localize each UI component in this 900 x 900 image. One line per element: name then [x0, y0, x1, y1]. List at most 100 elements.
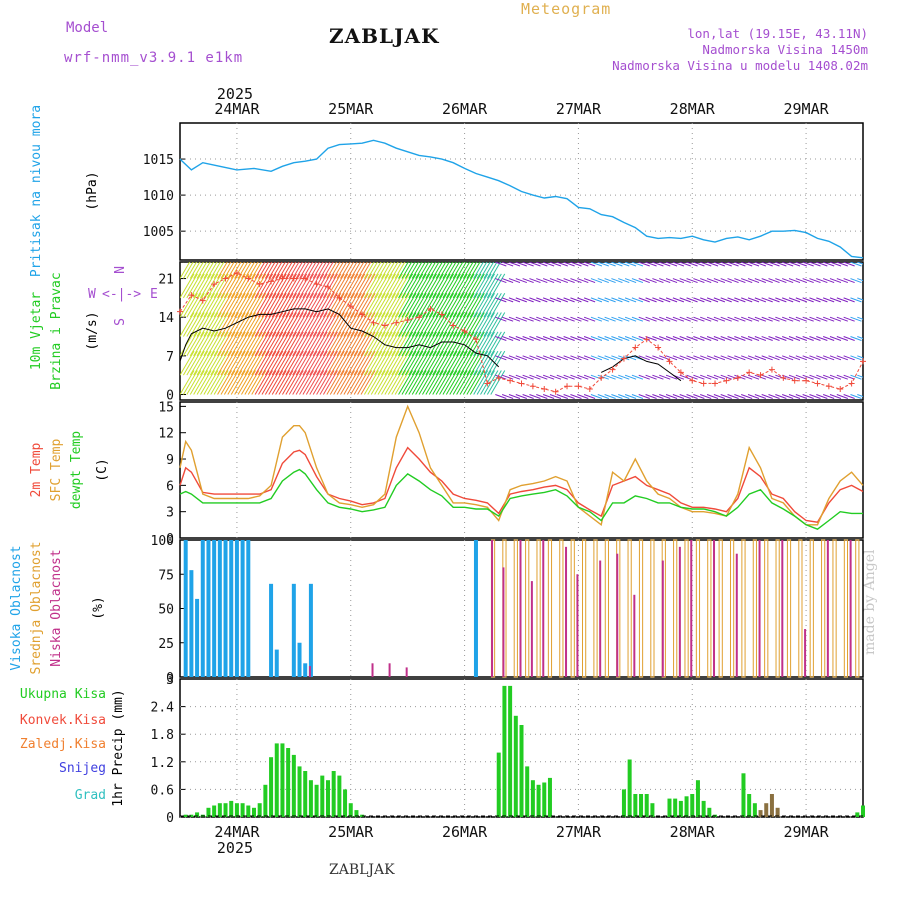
- wind-barb: [590, 278, 603, 284]
- wind-barb: [326, 312, 342, 337]
- wind-barb: [411, 273, 427, 299]
- wind-barb: [836, 336, 848, 341]
- y-tick-label: 0.6: [151, 783, 174, 798]
- wind-barb: [556, 355, 568, 361]
- cloud-bar-low: [735, 553, 738, 677]
- wind-barb: [182, 312, 198, 337]
- wind-barb: [768, 278, 780, 284]
- precip-bar-snow: [758, 810, 763, 817]
- wind-barb: [285, 370, 301, 395]
- wind-barb: [439, 273, 454, 299]
- wind-barb: [186, 370, 202, 395]
- wind-barb: [258, 350, 273, 376]
- wind-barb: [333, 273, 349, 299]
- cloud-bar-high: [229, 540, 234, 677]
- wind-barb: [374, 370, 390, 395]
- wind-barb: [394, 262, 406, 279]
- wind-barb: [363, 262, 375, 279]
- wind-barb: [809, 394, 821, 399]
- wind-barb: [549, 297, 562, 303]
- wind-barb: [445, 331, 461, 357]
- pressure-label: Pritisak na nivou mora: [29, 105, 44, 277]
- wind-barb: [428, 262, 440, 279]
- wind-barb: [258, 370, 273, 395]
- wind-barb: [196, 273, 212, 299]
- wind-barb: [224, 262, 225, 263]
- wind-barb: [404, 312, 420, 337]
- cloud-bar-mid: [638, 539, 644, 678]
- wind-gust-marker: [723, 377, 730, 384]
- wind-barb: [182, 350, 198, 376]
- station-elevation: Nadmorska Visina 1450m: [702, 42, 868, 57]
- wind-barb: [320, 262, 321, 263]
- cloud-bar-mid: [821, 539, 826, 678]
- cloud-bar-high: [212, 540, 217, 677]
- wind-barb: [322, 331, 338, 357]
- wind-barb: [261, 262, 263, 263]
- wind-barb: [333, 370, 349, 395]
- wind-barb: [258, 262, 269, 279]
- wind-barb: [788, 262, 801, 267]
- wind-barb: [611, 278, 623, 284]
- wind-barb: [408, 262, 410, 263]
- wind-barb: [237, 292, 253, 318]
- wind-barb: [604, 316, 616, 322]
- wind-barb: [241, 262, 243, 263]
- wind-barb: [768, 316, 780, 322]
- wind-barb: [577, 394, 589, 399]
- cloud-bar-high: [297, 642, 302, 677]
- wind-barb: [850, 336, 862, 341]
- wind-barb: [659, 355, 671, 361]
- wind-barb: [501, 262, 514, 267]
- wind-barb: [244, 262, 246, 263]
- wind-barb: [466, 292, 482, 318]
- wind-barb: [435, 262, 447, 279]
- wind-barb: [425, 312, 441, 337]
- y-tick-label: 9: [166, 453, 174, 468]
- wind-barb: [720, 355, 732, 361]
- wind-barb: [761, 297, 773, 303]
- wind-barb: [411, 350, 427, 376]
- cloud-bar-mid: [855, 539, 860, 678]
- temp-label-2m: 2m Temp: [29, 442, 44, 497]
- wind-barb: [247, 350, 263, 376]
- wind-barb: [727, 297, 739, 303]
- wind-barb: [357, 273, 373, 299]
- wind-barb: [768, 374, 780, 380]
- cloud-bar-high: [291, 583, 296, 677]
- wind-barb: [836, 374, 848, 380]
- wind-barb: [563, 262, 575, 267]
- precip-bar-total: [519, 725, 524, 817]
- cloud-bar-low: [530, 581, 533, 677]
- wind-gust-marker: [381, 322, 388, 329]
- wind-barb: [597, 278, 609, 284]
- wind-barb: [490, 312, 506, 337]
- wind-barb: [322, 273, 338, 299]
- wind-barb: [542, 262, 555, 267]
- wind-barb: [353, 370, 369, 395]
- date-label-top: 27MAR: [556, 100, 602, 118]
- wind-barb: [577, 374, 589, 380]
- wind-barb: [180, 262, 181, 263]
- wind-barb: [473, 370, 489, 395]
- wind-barb: [319, 350, 335, 376]
- wind-barb: [189, 370, 205, 395]
- wind-barb: [264, 370, 280, 395]
- precip-bar-total: [286, 748, 291, 817]
- wind-barb: [754, 278, 767, 284]
- wind-barb: [206, 331, 222, 357]
- wind-barb: [254, 350, 270, 376]
- wind-barb: [288, 370, 304, 395]
- wind-barb: [577, 278, 589, 284]
- wind-barb: [700, 262, 712, 267]
- wind-barb: [247, 312, 263, 337]
- wind-barb: [490, 273, 506, 299]
- wind-barb: [415, 262, 426, 279]
- wind-barb: [313, 262, 314, 263]
- wind-barb: [761, 394, 773, 399]
- wind-barb: [672, 262, 685, 267]
- wind-barb: [370, 262, 382, 279]
- wind-barb: [401, 331, 417, 357]
- wind-barb: [469, 273, 485, 299]
- wind-barb: [624, 374, 637, 380]
